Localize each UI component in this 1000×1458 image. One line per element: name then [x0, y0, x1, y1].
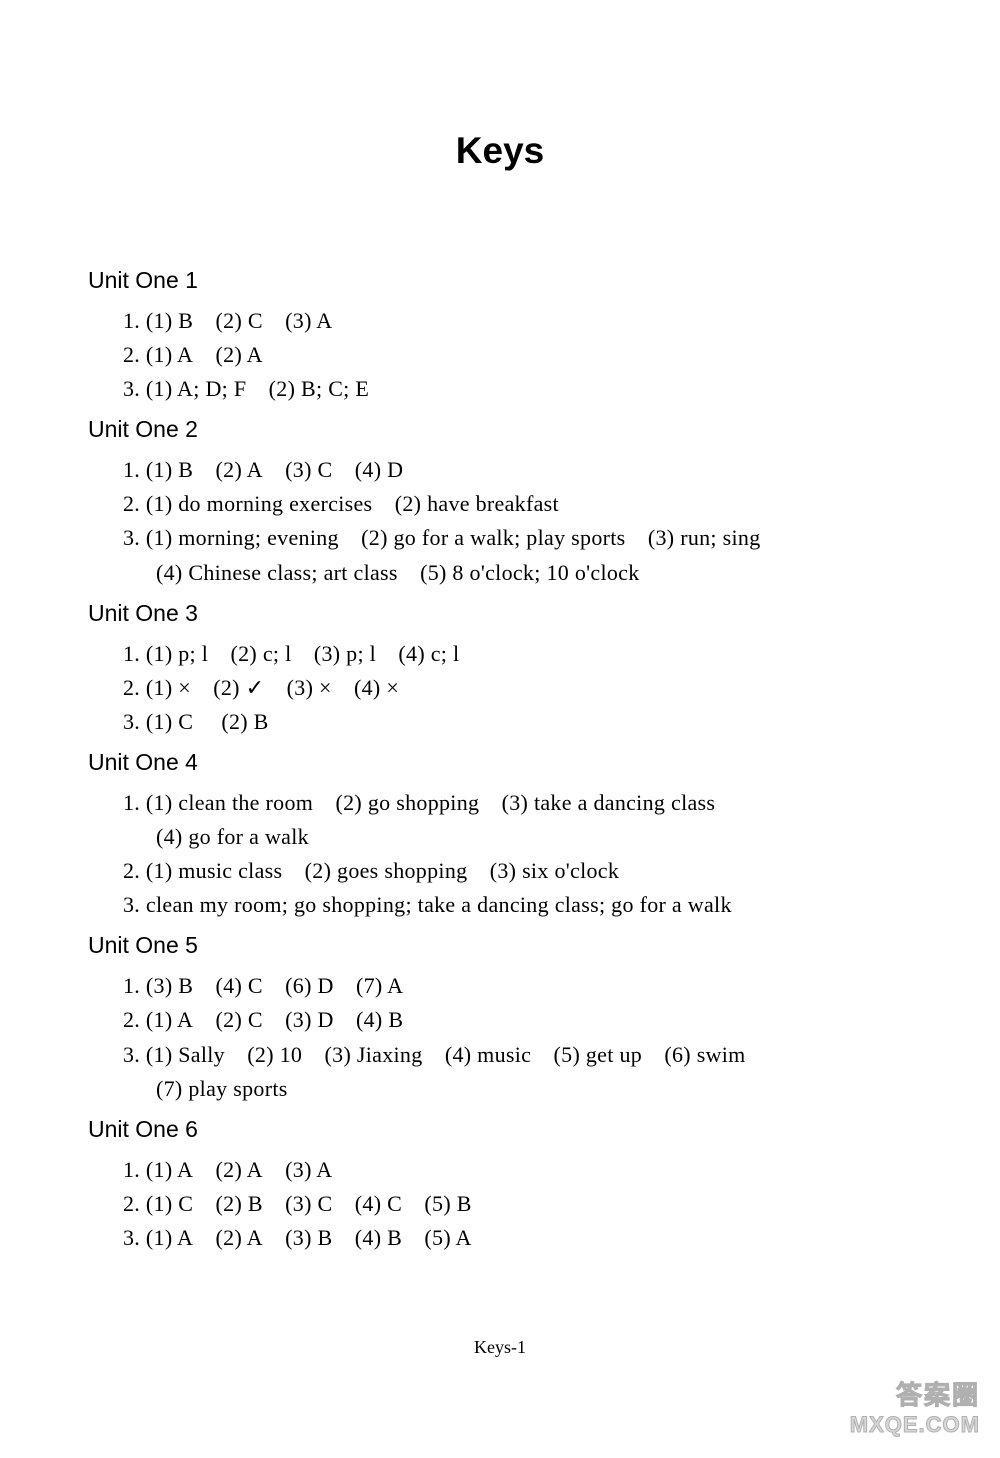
page-title: Keys — [88, 130, 912, 172]
answer-line: 3. (1) A; D; F (2) B; C; E — [123, 372, 912, 406]
answer-line: 1. (1) p; l (2) c; l (3) p; l (4) c; l — [123, 637, 912, 671]
answer-line: 1. (1) B (2) A (3) C (4) D — [123, 453, 912, 487]
watermark: 答案圈 MXQE.COM — [850, 1380, 980, 1438]
unit-heading: Unit One 3 — [88, 600, 912, 627]
answer-line: 3. (1) A (2) A (3) B (4) B (5) A — [123, 1221, 912, 1255]
answer-line: 2. (1) A (2) A — [123, 338, 912, 372]
answer-line: 2. (1) do morning exercises (2) have bre… — [123, 487, 912, 521]
answer-line: 3. (1) C (2) B — [123, 705, 912, 739]
unit-heading: Unit One 1 — [88, 267, 912, 294]
answer-line: (7) play sports — [156, 1072, 912, 1106]
unit-heading: Unit One 2 — [88, 416, 912, 443]
answer-line: 1. (1) A (2) A (3) A — [123, 1153, 912, 1187]
watermark-line1: 答案圈 — [850, 1380, 980, 1411]
page-footer: Keys-1 — [0, 1337, 1000, 1358]
answer-line: 1. (1) B (2) C (3) A — [123, 304, 912, 338]
content-body: Unit One 11. (1) B (2) C (3) A2. (1) A (… — [88, 267, 912, 1255]
answer-line: (4) go for a walk — [156, 820, 912, 854]
answer-line: 2. (1) A (2) C (3) D (4) B — [123, 1003, 912, 1037]
answer-line: 3. clean my room; go shopping; take a da… — [123, 888, 912, 922]
answer-line: 2. (1) music class (2) goes shopping (3)… — [123, 854, 912, 888]
unit-heading: Unit One 5 — [88, 932, 912, 959]
answer-line: 3. (1) Sally (2) 10 (3) Jiaxing (4) musi… — [123, 1038, 912, 1072]
unit-heading: Unit One 6 — [88, 1116, 912, 1143]
answer-line: 3. (1) morning; evening (2) go for a wal… — [123, 521, 912, 555]
answer-line: 1. (1) clean the room (2) go shopping (3… — [123, 786, 912, 820]
watermark-line2: MXQE.COM — [850, 1412, 980, 1438]
answer-line: 2. (1) C (2) B (3) C (4) C (5) B — [123, 1187, 912, 1221]
page-container: Keys Unit One 11. (1) B (2) C (3) A2. (1… — [0, 0, 1000, 1295]
answer-line: (4) Chinese class; art class (5) 8 o'clo… — [156, 556, 912, 590]
answer-line: 1. (3) B (4) C (6) D (7) A — [123, 969, 912, 1003]
answer-line: 2. (1) × (2) ✓ (3) × (4) × — [123, 671, 912, 705]
unit-heading: Unit One 4 — [88, 749, 912, 776]
